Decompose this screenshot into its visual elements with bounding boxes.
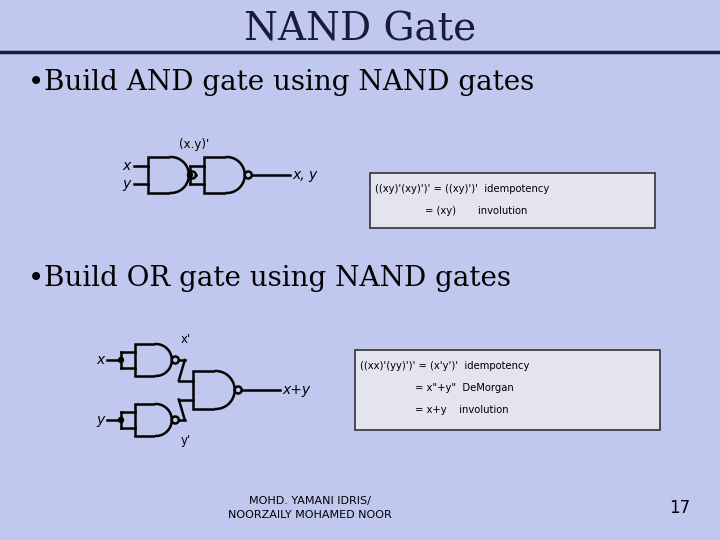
Text: •: • [28, 68, 44, 96]
Text: x, y: x, y [293, 168, 318, 182]
Text: = x"+y"  DeMorgan: = x"+y" DeMorgan [415, 383, 514, 393]
Text: = (xy)       involution: = (xy) involution [425, 206, 527, 216]
Text: 17: 17 [670, 499, 690, 517]
Polygon shape [148, 157, 171, 193]
Text: ((xy)'(xy)')' = ((xy)')'  idempotency: ((xy)'(xy)')' = ((xy)')' idempotency [375, 184, 549, 194]
Polygon shape [227, 157, 245, 193]
Circle shape [119, 357, 124, 362]
Text: NAND Gate: NAND Gate [244, 11, 476, 49]
Polygon shape [216, 371, 235, 409]
Text: x': x' [181, 333, 191, 346]
FancyBboxPatch shape [355, 350, 660, 430]
Text: ((xx)'(yy)')' = (x'y')'  idempotency: ((xx)'(yy)')' = (x'y')' idempotency [360, 361, 529, 371]
Text: y: y [122, 177, 131, 191]
Text: MOHD. YAMANI IDRIS/
NOORZAILY MOHAMED NOOR: MOHD. YAMANI IDRIS/ NOORZAILY MOHAMED NO… [228, 496, 392, 520]
Text: x+y: x+y [283, 383, 311, 397]
Text: x: x [122, 159, 131, 173]
Text: y: y [96, 413, 105, 427]
Polygon shape [193, 371, 216, 409]
Polygon shape [156, 404, 172, 436]
Text: = x+y    involution: = x+y involution [415, 405, 508, 415]
Polygon shape [156, 344, 172, 376]
Circle shape [172, 416, 179, 423]
Polygon shape [135, 404, 156, 436]
Text: y': y' [181, 434, 191, 447]
FancyBboxPatch shape [370, 173, 655, 228]
Polygon shape [135, 344, 156, 376]
Polygon shape [204, 157, 227, 193]
Polygon shape [171, 157, 189, 193]
Circle shape [119, 417, 124, 422]
Text: x: x [96, 353, 105, 367]
Text: (x.y)': (x.y)' [179, 138, 209, 151]
Circle shape [189, 172, 196, 179]
Circle shape [187, 172, 192, 178]
Text: Build AND gate using NAND gates: Build AND gate using NAND gates [44, 69, 534, 96]
Circle shape [245, 172, 252, 179]
Circle shape [235, 387, 242, 394]
Text: •: • [28, 264, 44, 292]
Text: Build OR gate using NAND gates: Build OR gate using NAND gates [44, 265, 511, 292]
Circle shape [172, 356, 179, 363]
